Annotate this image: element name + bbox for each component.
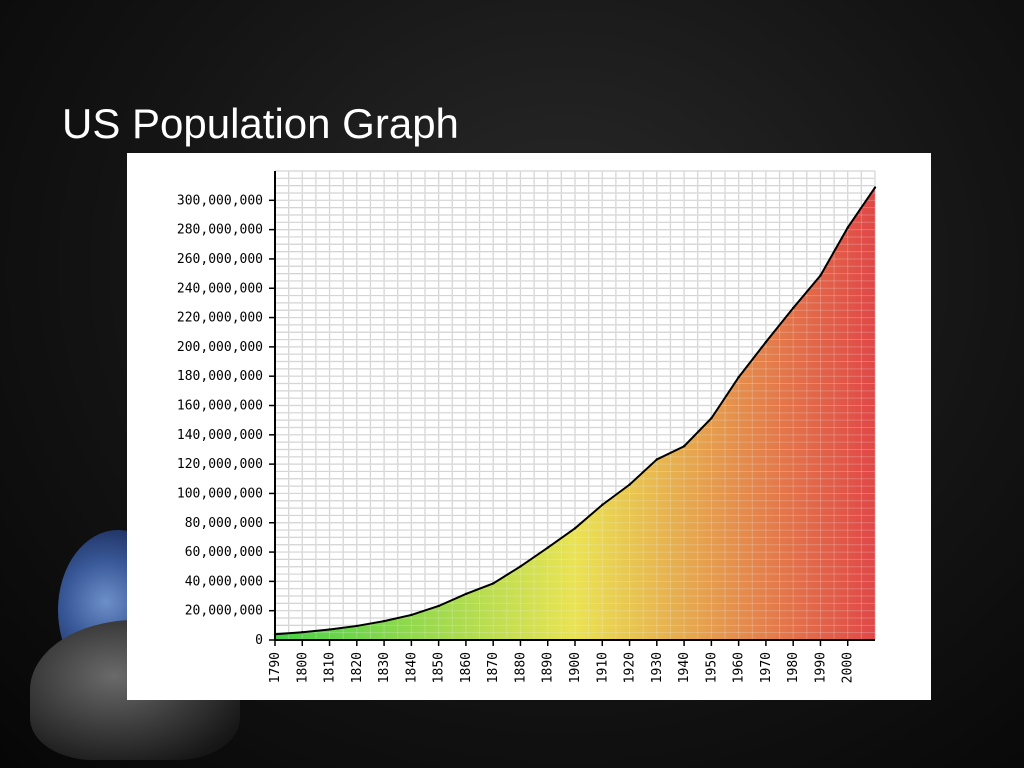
x-tick-label: 1880 [513, 652, 528, 683]
chart-panel: 0 20,000,000 40,000,000 60,000,000 80,000,00… [127, 153, 931, 700]
axis-layer [269, 171, 875, 646]
data-point [710, 417, 713, 420]
data-point [873, 186, 877, 189]
x-tick-label: 1790 [268, 652, 283, 683]
x-tick-label: 1800 [295, 652, 310, 683]
data-point [628, 483, 631, 486]
x-tick-label: 1930 [650, 652, 665, 683]
x-tick-label: 2000 [841, 652, 856, 683]
label-layer: 0 20,000,000 40,000,000 60,000,000 80,000,00… [177, 193, 856, 683]
x-tick-label: 1860 [459, 652, 474, 683]
y-tick-label: 220,000,000 [177, 311, 263, 326]
data-point [791, 306, 795, 310]
data-point [301, 631, 304, 634]
y-tick-label: 40,000,000 [185, 574, 263, 589]
slide-title: US Population Graph [62, 100, 459, 147]
x-tick-label: 1820 [350, 652, 365, 683]
data-point [573, 527, 577, 530]
data-point [328, 628, 331, 631]
y-tick-label: 260,000,000 [177, 252, 263, 267]
population-area [275, 187, 875, 640]
data-point [546, 546, 549, 549]
x-tick-label: 1910 [595, 652, 610, 683]
y-tick-label: 20,000,000 [185, 604, 263, 619]
data-point [437, 604, 440, 608]
x-tick-label: 1850 [432, 652, 447, 683]
y-tick-label: 160,000,000 [177, 399, 263, 414]
data-point [737, 376, 740, 379]
x-tick-label: 1960 [732, 652, 747, 683]
y-tick-label: 300,000,000 [177, 193, 263, 208]
data-point [491, 582, 495, 585]
y-tick-label: 180,000,000 [177, 369, 263, 384]
y-tick-label: 200,000,000 [177, 340, 263, 355]
y-tick-label: 100,000,000 [177, 486, 263, 501]
x-tick-label: 1990 [813, 652, 828, 683]
x-tick-label: 1900 [568, 652, 583, 683]
y-tick-label: 280,000,000 [177, 223, 263, 238]
data-point [764, 340, 768, 344]
y-tick-label: 60,000,000 [185, 545, 263, 560]
x-tick-label: 1830 [377, 652, 392, 683]
data-point [655, 458, 659, 461]
x-tick-label: 1970 [759, 652, 774, 683]
x-tick-label: 1810 [323, 652, 338, 683]
y-tick-label: 80,000,000 [185, 516, 263, 531]
data-point [410, 613, 413, 617]
x-tick-label: 1890 [541, 652, 556, 683]
data-point [846, 226, 849, 229]
x-tick-label: 1870 [486, 652, 501, 683]
x-tick-label: 1950 [704, 652, 719, 683]
data-point [382, 619, 386, 623]
data-point [682, 445, 686, 448]
x-tick-label: 1940 [677, 652, 692, 683]
data-point [355, 624, 359, 628]
y-tick-label: 240,000,000 [177, 281, 263, 296]
data-point [819, 274, 822, 277]
data-point [519, 565, 522, 568]
data-point [601, 503, 604, 507]
x-tick-label: 1840 [404, 652, 419, 683]
x-tick-label: 1980 [786, 652, 801, 683]
population-chart: 0 20,000,000 40,000,000 60,000,000 80,000,00… [177, 170, 877, 683]
y-tick-label: 0 [255, 633, 263, 648]
x-tick-label: 1920 [623, 652, 638, 683]
y-tick-label: 140,000,000 [177, 428, 263, 443]
y-tick-label: 120,000,000 [177, 457, 263, 472]
data-point [464, 592, 468, 596]
